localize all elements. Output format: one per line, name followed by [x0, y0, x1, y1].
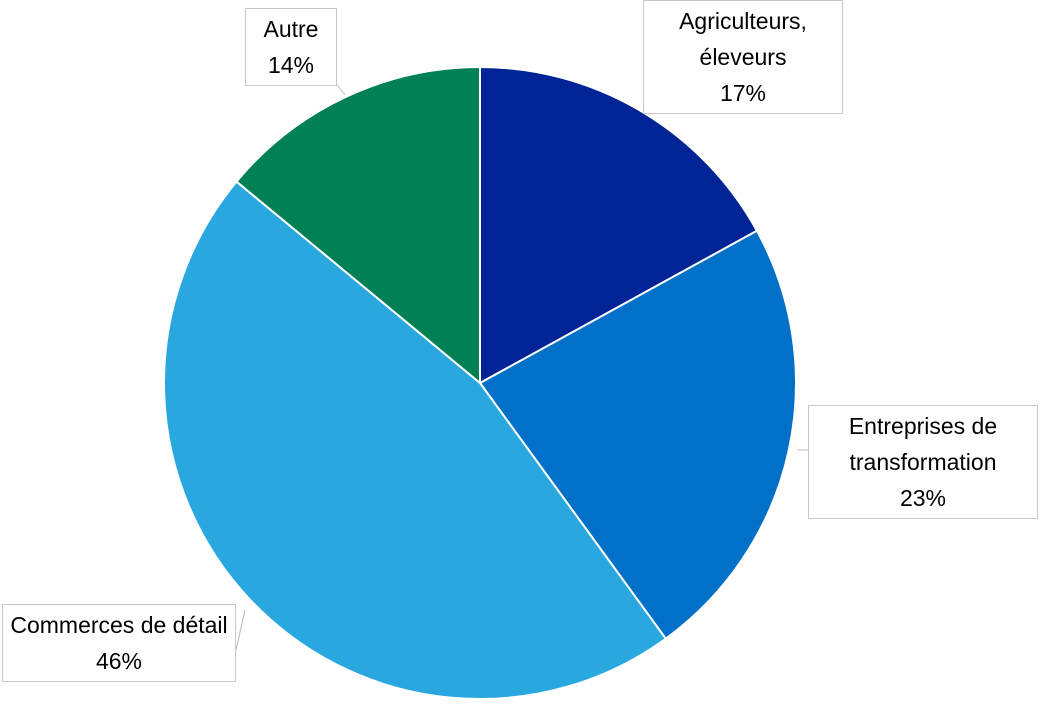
value-label: 46%	[95, 648, 143, 674]
leader-line	[235, 609, 246, 651]
value-label: 14%	[267, 52, 315, 78]
category-label: Entreprises de transformation	[848, 413, 998, 475]
data-label: Commerces de détail 46%	[2, 604, 236, 682]
category-label: Autre	[263, 16, 319, 42]
data-label: Entreprises de transformation 23%	[808, 405, 1038, 519]
value-label: 23%	[899, 485, 947, 511]
category-label: Agriculteurs, éleveurs	[679, 8, 807, 70]
leader-line	[336, 84, 346, 96]
data-label: Agriculteurs, éleveurs 17%	[643, 0, 843, 114]
pie-slice	[163, 180, 668, 700]
data-label: Autre 14%	[245, 8, 337, 86]
pie-slice	[479, 65, 759, 385]
category-label: Commerces de détail	[10, 612, 228, 638]
pie-slice	[235, 65, 481, 386]
value-label: 17%	[719, 80, 767, 106]
pie-slice	[478, 229, 797, 641]
